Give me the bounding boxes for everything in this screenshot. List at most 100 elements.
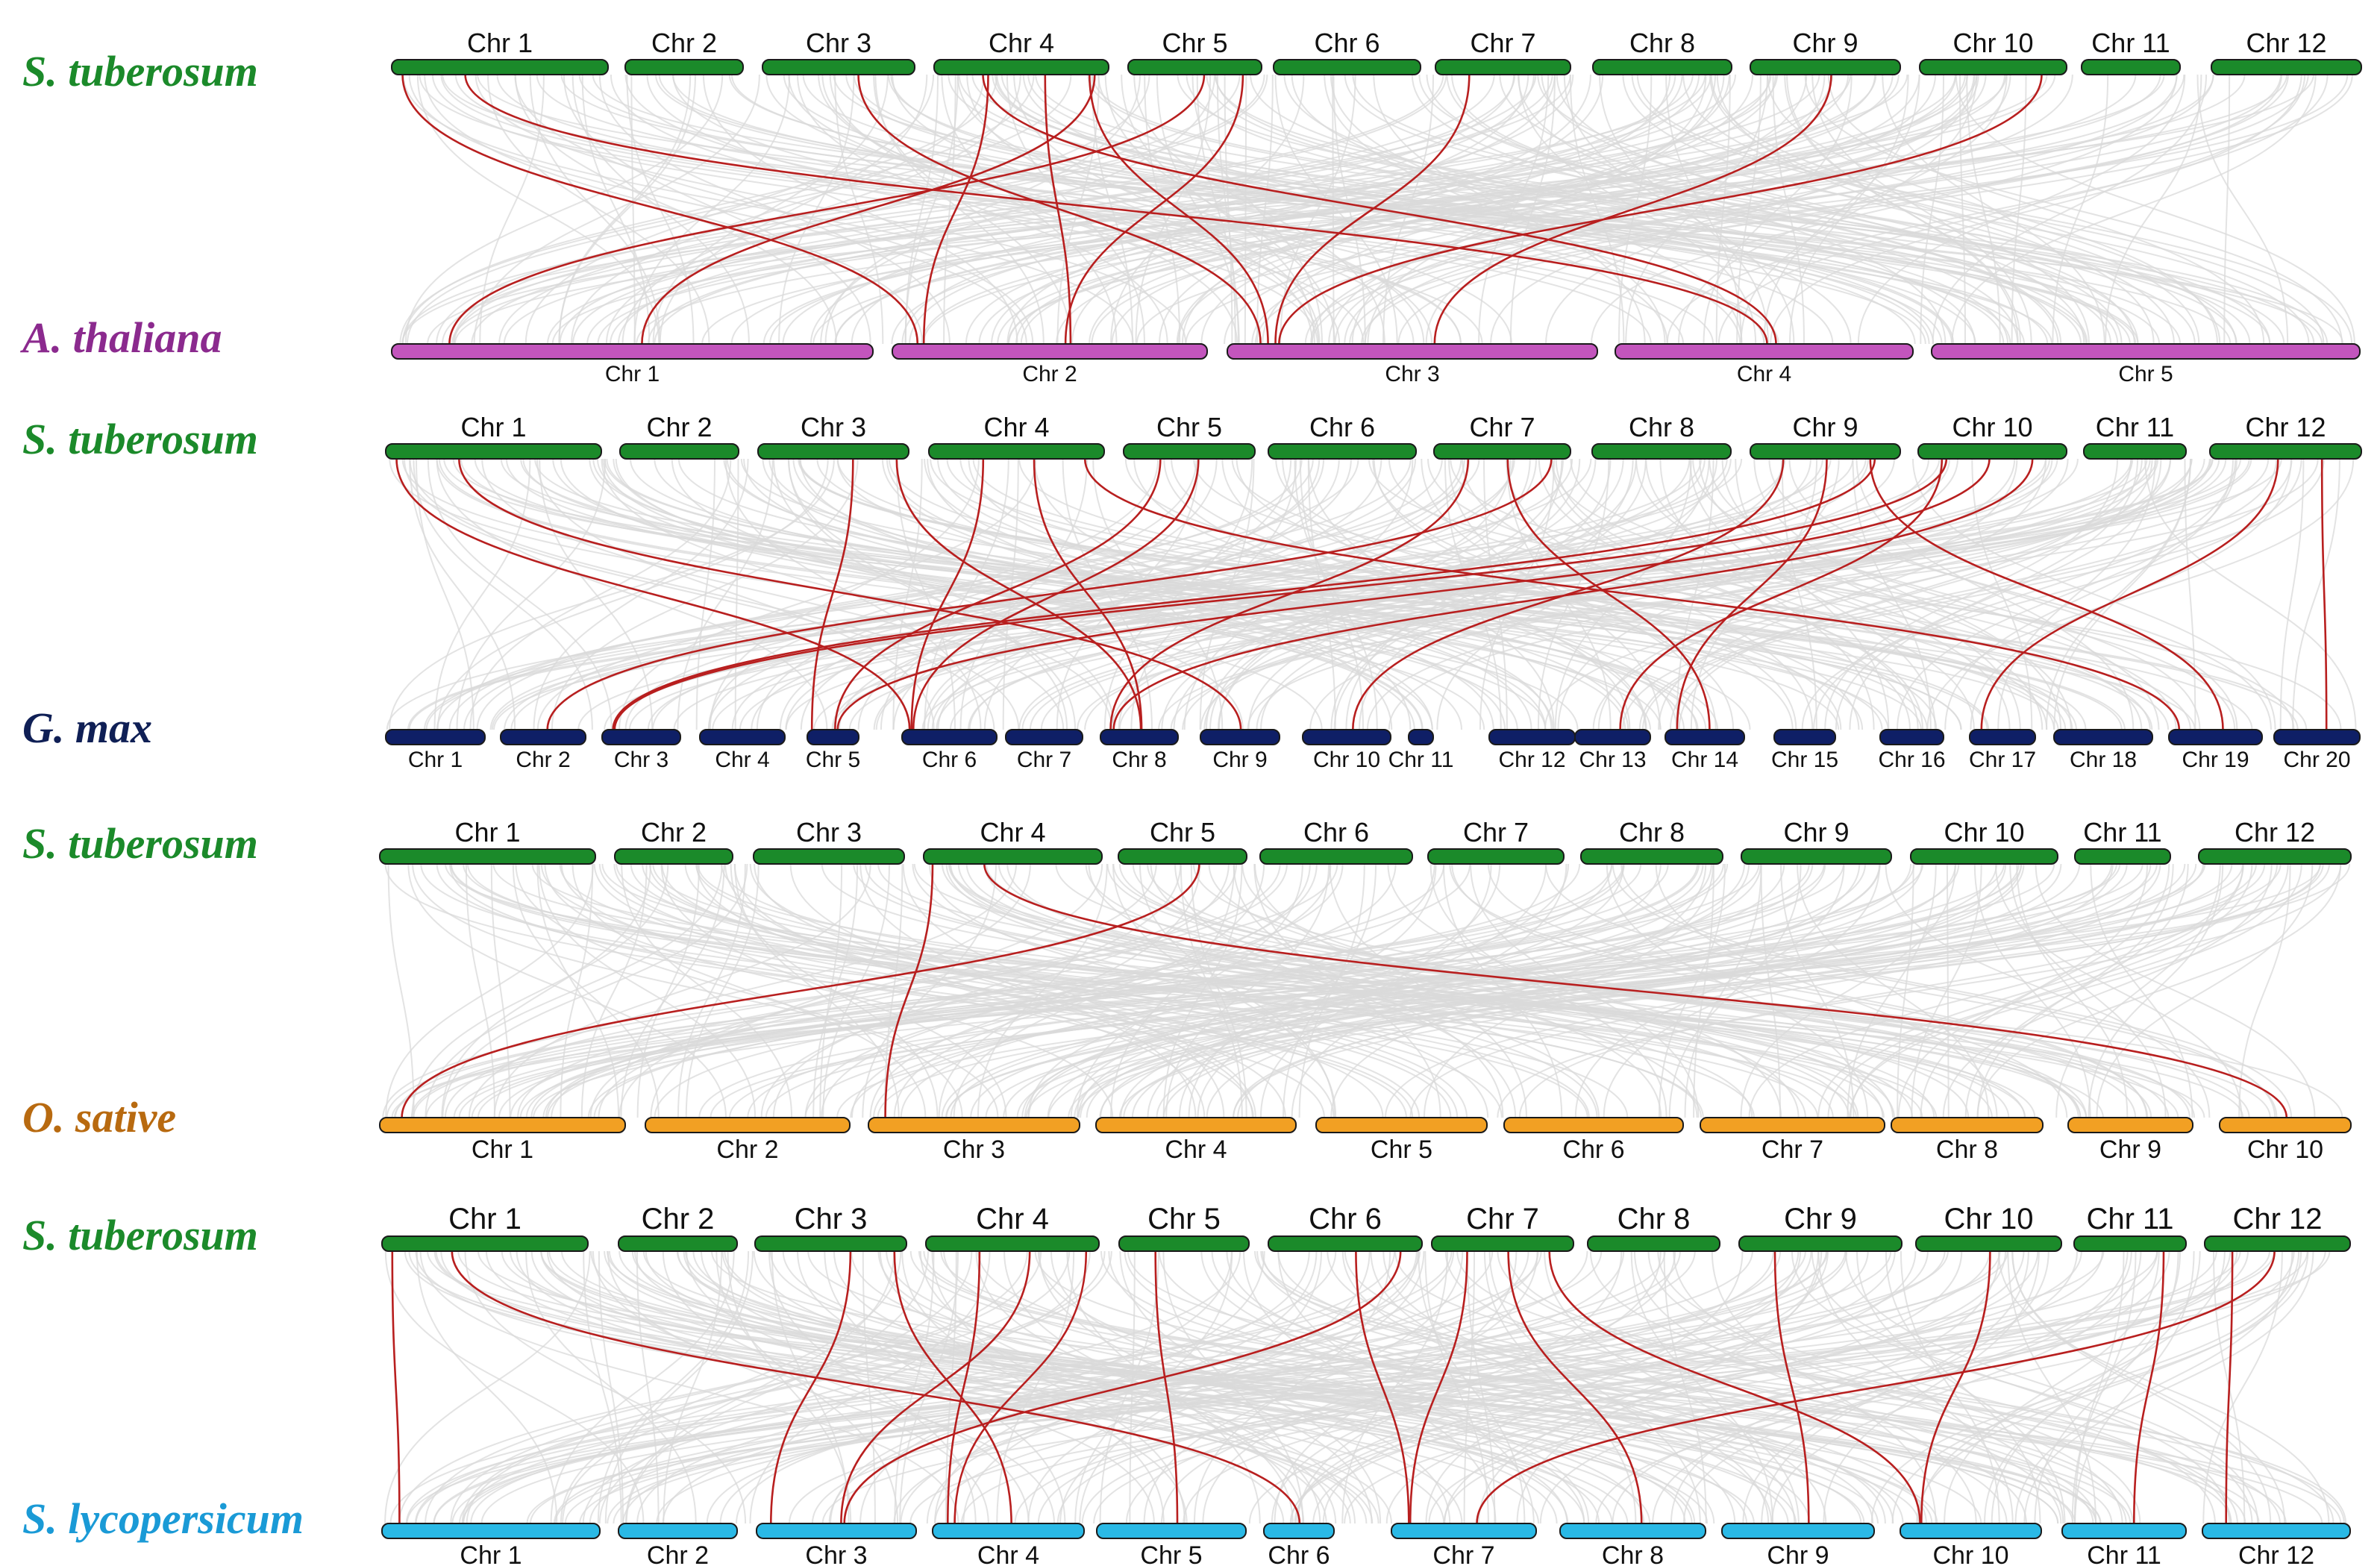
top-chr-bar-8[interactable]: [1587, 1235, 1720, 1252]
species-label-bottom: A. thaliana: [20, 313, 222, 362]
top-chr-bar-4[interactable]: [923, 848, 1103, 865]
top-chr-bar-3[interactable]: [753, 848, 905, 865]
top-chr-bar-5[interactable]: [1127, 59, 1262, 75]
bottom-chr-bar-12[interactable]: [1488, 729, 1576, 745]
bottom-chr-bar-2[interactable]: [892, 343, 1208, 360]
top-chr-bar-9[interactable]: [1741, 848, 1892, 865]
top-chr-bar-9[interactable]: [1750, 59, 1901, 75]
top-chr-bar-11[interactable]: [2081, 59, 2181, 75]
bottom-chr-bar-5[interactable]: [1931, 343, 2361, 360]
top-chr-bar-8[interactable]: [1580, 848, 1723, 865]
bottom-chr-bar-5[interactable]: [807, 729, 859, 745]
top-chr-bar-8[interactable]: [1592, 59, 1732, 75]
top-chr-bar-12[interactable]: [2211, 59, 2362, 75]
top-chr-bar-8[interactable]: [1591, 443, 1732, 460]
bottom-chr-bar-7[interactable]: [1005, 729, 1083, 745]
bottom-chr-bar-9[interactable]: [1721, 1523, 1875, 1539]
bottom-chr-bar-12[interactable]: [2202, 1523, 2351, 1539]
bottom-chr-bar-1[interactable]: [381, 1523, 601, 1539]
bottom-chr-bar-16[interactable]: [1879, 729, 1944, 745]
top-chr-bar-2[interactable]: [619, 443, 739, 460]
bottom-chr-bar-10[interactable]: [1302, 729, 1391, 745]
top-chr-bar-2[interactable]: [618, 1235, 738, 1252]
top-chr-bar-12[interactable]: [2204, 1235, 2351, 1252]
background-link: [1021, 863, 1762, 1118]
bottom-chr-bar-8[interactable]: [1100, 729, 1179, 745]
top-chr-bar-5[interactable]: [1118, 848, 1247, 865]
top-chr-bar-10[interactable]: [1917, 443, 2067, 460]
background-link: [598, 74, 951, 345]
top-chr-bar-12[interactable]: [2209, 443, 2362, 460]
bottom-chr-bar-4[interactable]: [1095, 1117, 1297, 1133]
top-chr-bar-10[interactable]: [1910, 848, 2058, 865]
bottom-chr-bar-20[interactable]: [2273, 729, 2361, 745]
bottom-chr-bar-17[interactable]: [1969, 729, 2036, 745]
bottom-chr-bar-10[interactable]: [2219, 1117, 2352, 1133]
top-chr-bar-7[interactable]: [1431, 1235, 1574, 1252]
top-chr-bar-3[interactable]: [754, 1235, 907, 1252]
top-chr-bar-3[interactable]: [762, 59, 915, 75]
background-link: [938, 863, 1201, 1118]
top-chr-bar-9[interactable]: [1750, 443, 1901, 460]
top-chr-bar-6[interactable]: [1268, 443, 1417, 460]
bottom-chr-bar-14[interactable]: [1665, 729, 1745, 745]
top-chr-bar-3[interactable]: [757, 443, 909, 460]
bottom-chr-bar-3[interactable]: [1227, 343, 1598, 360]
top-chr-bar-11[interactable]: [2074, 848, 2171, 865]
top-chr-bar-4[interactable]: [933, 59, 1109, 75]
top-chr-bar-4[interactable]: [928, 443, 1105, 460]
bottom-chr-bar-6[interactable]: [1503, 1117, 1684, 1133]
bottom-chr-bar-1[interactable]: [391, 343, 874, 360]
top-chr-bar-6[interactable]: [1268, 1235, 1423, 1252]
bottom-chr-bar-3[interactable]: [601, 729, 681, 745]
bottom-chr-bar-9[interactable]: [2067, 1117, 2193, 1133]
top-chr-bar-12[interactable]: [2198, 848, 2352, 865]
bottom-chr-bar-10[interactable]: [1900, 1523, 2042, 1539]
bottom-chr-bar-6[interactable]: [1263, 1523, 1335, 1539]
bottom-chr-bar-2[interactable]: [645, 1117, 851, 1133]
top-chr-bar-2[interactable]: [624, 59, 744, 75]
top-chr-bar-7[interactable]: [1433, 443, 1571, 460]
bottom-chr-bar-3[interactable]: [868, 1117, 1080, 1133]
bottom-chr-bar-1[interactable]: [385, 729, 486, 745]
top-chr-bar-5[interactable]: [1123, 443, 1256, 460]
top-chr-bar-5[interactable]: [1118, 1235, 1250, 1252]
bottom-chr-bar-4[interactable]: [1615, 343, 1914, 360]
bottom-chr-bar-9[interactable]: [1200, 729, 1280, 745]
top-chr-bar-1[interactable]: [381, 1235, 589, 1252]
top-chr-bar-2[interactable]: [614, 848, 733, 865]
bottom-chr-bar-8[interactable]: [1891, 1117, 2044, 1133]
bottom-chr-bar-2[interactable]: [500, 729, 586, 745]
top-chr-label-7: Chr 7: [1469, 412, 1535, 442]
top-chr-bar-11[interactable]: [2083, 443, 2187, 460]
top-chr-bar-7[interactable]: [1435, 59, 1571, 75]
top-chr-bar-6[interactable]: [1259, 848, 1413, 865]
bottom-chr-bar-1[interactable]: [379, 1117, 626, 1133]
bottom-chr-bar-19[interactable]: [2168, 729, 2263, 745]
bottom-chr-bar-18[interactable]: [2053, 729, 2153, 745]
top-chr-bar-1[interactable]: [385, 443, 602, 460]
bottom-chr-bar-8[interactable]: [1559, 1523, 1706, 1539]
top-chr-bar-10[interactable]: [1919, 59, 2067, 75]
top-chr-bar-11[interactable]: [2073, 1235, 2187, 1252]
bottom-chr-bar-4[interactable]: [932, 1523, 1085, 1539]
bottom-chr-bar-15[interactable]: [1773, 729, 1836, 745]
bottom-chr-bar-2[interactable]: [618, 1523, 738, 1539]
top-chr-bar-7[interactable]: [1427, 848, 1565, 865]
bottom-chr-bar-11[interactable]: [2061, 1523, 2187, 1539]
top-chr-bar-6[interactable]: [1273, 59, 1421, 75]
top-chr-bar-10[interactable]: [1915, 1235, 2062, 1252]
bottom-chr-bar-13[interactable]: [1574, 729, 1651, 745]
top-chr-bar-1[interactable]: [379, 848, 596, 865]
bottom-chr-bar-7[interactable]: [1391, 1523, 1537, 1539]
bottom-chr-bar-4[interactable]: [699, 729, 786, 745]
bottom-chr-bar-6[interactable]: [901, 729, 998, 745]
bottom-chr-bar-11[interactable]: [1408, 729, 1434, 745]
bottom-chr-bar-3[interactable]: [756, 1523, 917, 1539]
bottom-chr-bar-7[interactable]: [1700, 1117, 1885, 1133]
top-chr-bar-1[interactable]: [391, 59, 609, 75]
top-chr-bar-9[interactable]: [1738, 1235, 1903, 1252]
bottom-chr-bar-5[interactable]: [1096, 1523, 1247, 1539]
bottom-chr-bar-5[interactable]: [1315, 1117, 1488, 1133]
top-chr-bar-4[interactable]: [925, 1235, 1100, 1252]
